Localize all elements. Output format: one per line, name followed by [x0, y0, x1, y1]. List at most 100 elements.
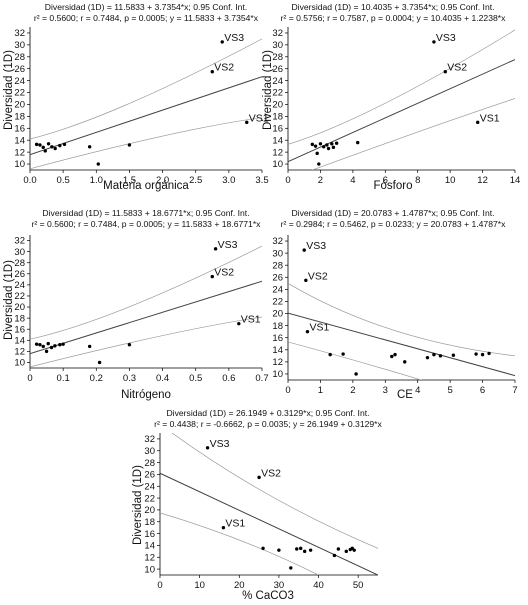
data-point: [205, 446, 210, 450]
data-point: [356, 140, 360, 145]
x-tick-label: 0.2: [90, 373, 103, 384]
y-tick-label: 32: [14, 236, 25, 247]
data-point: [58, 143, 62, 148]
data-point: [295, 547, 299, 551]
y-tick-label: 30: [272, 40, 283, 51]
data-point: [96, 162, 100, 166]
x-axis-label: CE: [397, 389, 413, 401]
y-tick-label: 18: [14, 112, 25, 123]
x-tick-label: 0.4: [156, 373, 169, 384]
point-label-vs3: VS3: [224, 32, 244, 44]
data-point: [487, 351, 491, 356]
y-tick-label: 16: [272, 123, 283, 134]
plot-area: [288, 29, 515, 170]
panel-title-line2: r² = 0.4438; r = -0.6662, p = 0.0035; y …: [154, 419, 382, 429]
data-point: [245, 120, 249, 125]
data-point: [313, 144, 318, 148]
panel-caco3: Diversidad (1D) = 26.1949 + 0.3129*x; 0.…: [132, 408, 383, 602]
regression-line: [30, 280, 262, 355]
data-point: [302, 248, 306, 252]
data-point: [289, 566, 293, 570]
y-tick-label: 32: [14, 28, 25, 39]
x-axis-label: % CaCO3: [242, 590, 294, 602]
data-point: [318, 142, 323, 146]
data-point: [425, 355, 430, 360]
data-point: [87, 344, 92, 349]
x-tick-label: 0.0: [23, 175, 36, 186]
y-tick-label: 16: [14, 123, 25, 134]
y-tick-label: 18: [144, 517, 155, 528]
x-tick-label: 4: [350, 175, 355, 186]
data-point: [354, 372, 358, 376]
y-tick-label: 28: [144, 458, 155, 469]
x-tick-label: 0: [285, 175, 290, 186]
point-label-vs2: VS2: [261, 467, 281, 479]
data-point: [315, 151, 319, 156]
y-tick-label: 30: [144, 446, 155, 457]
data-point: [41, 145, 45, 150]
y-axis-label: Diversidad (1D): [132, 465, 144, 545]
data-point: [38, 343, 42, 347]
x-tick-label: 2.0: [156, 175, 169, 186]
panel-ce: Diversidad (1D) = 20.0783 + 1.4787*x; 0.…: [272, 208, 517, 401]
panel-title-line1: Diversidad (1D) = 20.0783 + 1.4787*x; 0.…: [291, 208, 494, 218]
x-axis-label: Nitrógeno: [121, 389, 171, 401]
x-tick-label: 6: [480, 385, 485, 396]
y-tick-label: 14: [272, 135, 283, 146]
data-point: [34, 142, 39, 147]
x-tick-label: 1: [318, 385, 323, 396]
y-tick-label: 10: [14, 358, 25, 369]
y-tick-label: 12: [272, 147, 283, 158]
y-tick-label: 12: [272, 357, 283, 368]
x-tick-label: 5: [447, 385, 452, 396]
data-point: [328, 352, 332, 357]
y-axis-label: Diversidad (1D): [3, 260, 15, 340]
x-axis-label: Fósforo: [374, 180, 413, 192]
data-point: [53, 344, 57, 348]
y-tick-label: 14: [14, 135, 25, 146]
x-tick-label: 3: [383, 385, 388, 396]
y-tick-label: 14: [272, 345, 283, 356]
ci-upper-band: [288, 283, 515, 357]
y-tick-label: 12: [14, 347, 25, 358]
x-tick-label: 2.5: [189, 175, 202, 186]
x-tick-label: 14: [510, 175, 521, 186]
data-point: [321, 145, 326, 149]
data-point: [443, 69, 447, 74]
y-tick-label: 18: [272, 112, 283, 123]
data-point: [49, 345, 54, 350]
x-tick-label: 2: [318, 175, 323, 186]
point-label-vs2: VS2: [308, 270, 328, 282]
data-point: [344, 549, 348, 554]
data-point: [317, 162, 321, 166]
data-point: [330, 142, 334, 146]
data-point: [277, 548, 281, 552]
data-point: [58, 343, 62, 347]
x-tick-label: 1.0: [90, 175, 103, 186]
plot-area: [288, 283, 515, 380]
y-tick-label: 26: [144, 470, 155, 481]
data-point: [326, 146, 331, 151]
ci-upper-band: [30, 245, 262, 340]
panel-title-line1: Diversidad (1D) = 10.4035 + 3.7354*x; 0.…: [291, 2, 494, 12]
y-axis-label: Diversidad (1D): [262, 50, 274, 130]
data-point: [257, 475, 261, 480]
point-label-vs2: VS2: [447, 62, 467, 74]
y-tick-label: 16: [272, 333, 283, 344]
y-tick-label: 24: [144, 481, 155, 492]
y-tick-label: 12: [144, 552, 155, 563]
panel-title-line2: r² = 0.5600; r = 0.7484, p = 0.0005; y =…: [34, 13, 259, 23]
x-tick-label: 30: [274, 580, 285, 591]
data-point: [50, 145, 54, 149]
y-tick-label: 22: [272, 88, 283, 99]
data-point: [390, 354, 394, 359]
y-tick-label: 24: [14, 76, 25, 87]
data-point: [334, 141, 339, 145]
data-point: [46, 142, 51, 146]
y-tick-label: 24: [272, 285, 283, 296]
data-point: [43, 149, 47, 153]
panel-nitrogeno: Diversidad (1D) = 11.5833 + 18.6771*x; 0…: [3, 208, 269, 401]
x-tick-label: 10: [445, 175, 456, 186]
point-label-vs1: VS1: [309, 322, 329, 334]
